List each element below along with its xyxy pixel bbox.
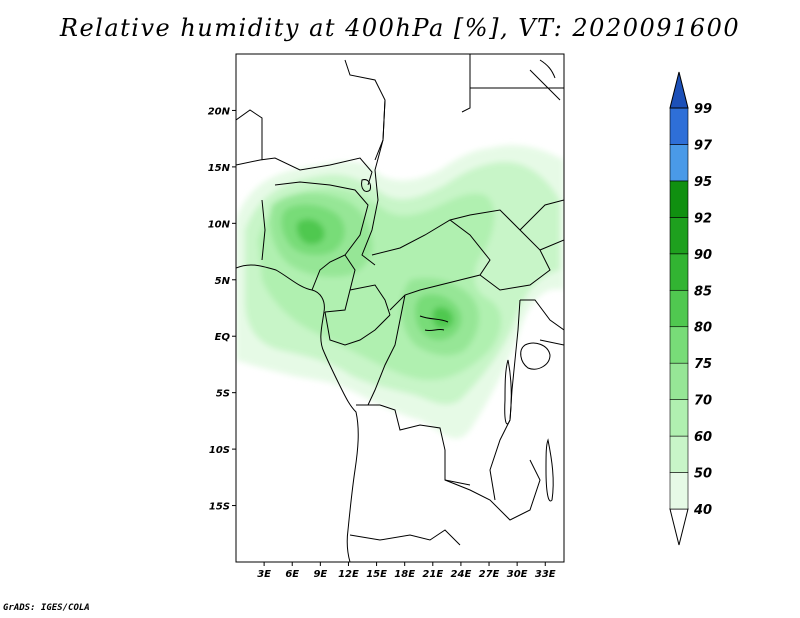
colorbar-box	[669, 180, 689, 218]
humidity-region-85-b	[432, 307, 454, 329]
lake-victoria	[520, 342, 551, 370]
map-frame	[235, 53, 565, 563]
humidity-region-85	[296, 219, 325, 245]
border-car	[371, 219, 491, 311]
colorbar-label: 80	[694, 321, 712, 336]
border-kenya-uganda	[520, 299, 564, 346]
grads-credit: GrADS: IGES/COLA	[3, 603, 90, 613]
lake-chad	[361, 179, 371, 193]
border-zambia	[444, 459, 541, 521]
colorbar-label: 90	[694, 248, 712, 263]
colorbar-label: 99	[694, 102, 712, 117]
border-ethiopia	[519, 199, 564, 251]
colorbar-box	[669, 107, 689, 145]
lat-tick-label: 10N	[208, 219, 231, 230]
lon-tick-label: 9E	[313, 569, 327, 580]
border-chad-sudan	[361, 99, 386, 266]
colorbar-label: 70	[694, 394, 712, 409]
colorbar-box	[669, 217, 689, 255]
colorbar-label: 40	[693, 503, 712, 518]
colorbar-label: 95	[694, 175, 712, 190]
congo-river	[419, 315, 449, 332]
humidity-field	[236, 145, 564, 439]
colorbar-box	[669, 326, 689, 364]
border-algeria-libya	[236, 109, 263, 160]
lat-tick-label: 20N	[208, 106, 231, 117]
colorbar-box	[669, 362, 689, 400]
colorbar-label: 60	[694, 430, 712, 445]
colorbar-box	[669, 399, 689, 437]
border-gabon-congo	[324, 311, 391, 346]
colorbar-box	[669, 472, 689, 510]
colorbar-box	[669, 435, 689, 473]
border-libya-egypt	[344, 59, 386, 161]
red-sea-coast	[529, 59, 561, 101]
map-title: Relative humidity at 400hPa [%], VT: 202…	[59, 14, 741, 42]
lon-tick-label: 30E	[507, 569, 528, 580]
lat-tick-label: 15S	[209, 502, 230, 513]
lake-malawi	[545, 438, 554, 502]
colorbar-bottom-arrow	[669, 508, 689, 546]
lat-tick-label: 5N	[215, 276, 231, 287]
coastline-west	[236, 264, 359, 562]
colorbar-label: 85	[694, 284, 712, 299]
colorbar-box	[669, 144, 689, 182]
lon-tick-label: 21E	[422, 569, 443, 580]
lon-tick-label: 6E	[285, 569, 299, 580]
latitude-axis: 20N 15N 10N 5N EQ 5S 10S 15S	[208, 106, 236, 513]
colorbar-box	[669, 253, 689, 291]
colorbar: 40 50 60 70 75 80 85 90 92 95 97 99	[669, 71, 713, 546]
lat-tick-label: 5S	[216, 389, 230, 400]
lon-tick-label: 3E	[257, 569, 271, 580]
colorbar-label: 92	[694, 211, 712, 226]
lat-tick-label: EQ	[215, 332, 231, 343]
lon-tick-label: 15E	[366, 569, 387, 580]
country-borders	[236, 54, 564, 562]
border-drc-north	[367, 294, 406, 406]
colorbar-label: 50	[694, 467, 712, 482]
longitude-axis: 3E 6E 9E 12E 15E 18E 21E 24E 27E 30E 33E	[257, 562, 556, 580]
colorbar-label: 97	[694, 138, 713, 153]
lon-tick-label: 12E	[338, 569, 359, 580]
colorbar-label: 75	[694, 357, 712, 372]
border-angola-north	[356, 404, 471, 486]
border-cameroon	[324, 254, 391, 316]
border-angola-south	[349, 529, 461, 546]
lon-tick-label: 18E	[394, 569, 415, 580]
border-nigeria	[261, 181, 369, 291]
lake-tanganyika	[504, 359, 512, 425]
lat-tick-label: 10S	[209, 445, 230, 456]
lon-tick-label: 27E	[479, 569, 500, 580]
lon-tick-label: 33E	[535, 569, 556, 580]
border-egypt-sudan	[461, 54, 471, 113]
colorbar-box	[669, 289, 689, 328]
colorbar-top-arrow	[669, 71, 689, 109]
lat-tick-label: 15N	[208, 163, 231, 174]
lon-tick-label: 24E	[451, 569, 472, 580]
